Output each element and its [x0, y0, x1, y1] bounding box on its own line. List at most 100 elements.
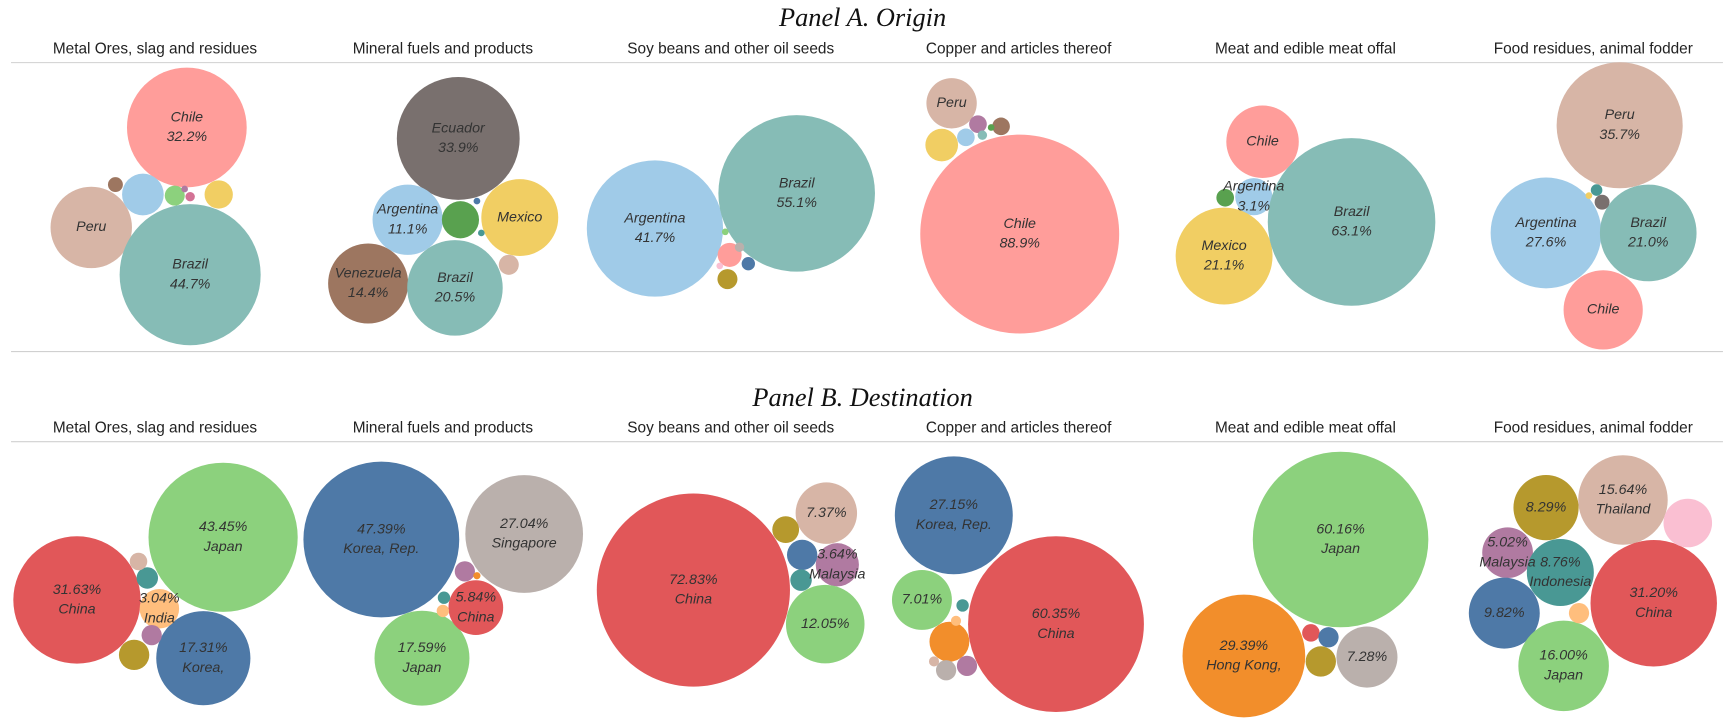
bubble: [717, 269, 738, 290]
bubble-name: Argentina: [623, 210, 685, 226]
bubble: [1175, 207, 1273, 305]
bubble: [920, 134, 1120, 334]
bubble: [891, 569, 952, 630]
bubble-name: Malaysia: [1479, 554, 1535, 570]
bubble: [926, 78, 977, 129]
bubble: [164, 185, 185, 206]
bubble: [1235, 178, 1273, 216]
bubble-value-label: 5.02%: [1487, 535, 1528, 551]
bubble-name: Korea, Rep.: [343, 541, 419, 557]
bubble: [107, 177, 123, 193]
bubble-value-label: 3.1%: [1238, 198, 1271, 214]
bubble: [1594, 194, 1610, 210]
bubble: [1563, 270, 1643, 350]
bubble: [786, 539, 818, 571]
bubble: [772, 516, 800, 544]
bubble: [129, 552, 148, 571]
bubble-name: China: [58, 602, 95, 618]
panel-title: Panel B. Destination: [751, 383, 972, 412]
bubble-name: Brazil: [779, 175, 816, 191]
bubble: [1252, 451, 1429, 628]
bubble-name: China: [1635, 605, 1672, 621]
bubble: [126, 67, 247, 188]
bubble: [498, 254, 519, 275]
bubble: [1226, 105, 1299, 178]
bubble-name: China: [457, 609, 494, 625]
bubble: [374, 610, 470, 706]
bubble: [473, 572, 481, 580]
bubble: [1578, 455, 1668, 545]
bubble-name: Japan: [1543, 668, 1583, 684]
bubble: [925, 128, 959, 162]
bubble: [1513, 475, 1579, 541]
bubble-name: Argentina: [376, 202, 438, 218]
bubble-name: Japan: [1320, 541, 1360, 557]
bubble-value-label: 43.45%: [199, 519, 248, 535]
bubble-value-label: 72.83%: [669, 572, 718, 588]
bubble-name: Japan: [402, 660, 442, 676]
bubble: [204, 180, 233, 209]
bubble: [968, 536, 1144, 713]
bubble: [1182, 594, 1306, 718]
bubble-value-label: 20.5%: [434, 290, 476, 306]
bubble-name: Chile: [1587, 302, 1620, 318]
bubble-value-label: 7.01%: [902, 592, 943, 608]
bubble-name: Singapore: [492, 536, 557, 552]
bubble-name: Peru: [1605, 107, 1635, 123]
bubble-value-label: 27.15%: [929, 497, 979, 513]
bubble: [465, 475, 584, 593]
panel-title: Panel A. Origin: [778, 3, 946, 32]
bubble: [785, 584, 865, 664]
bubble: [929, 621, 970, 662]
bubble-value-label: 47.39%: [357, 521, 406, 537]
bubble-value-label: 60.35%: [1032, 606, 1081, 622]
bubble: [741, 257, 755, 271]
bubble: [734, 242, 745, 252]
bubble: [1590, 184, 1603, 196]
bubble: [1216, 188, 1235, 207]
bubble: [396, 77, 520, 200]
bubble-name: Chile: [171, 109, 204, 125]
bubble: [987, 124, 995, 131]
chart-title: Meat and edible meat offal: [1215, 420, 1396, 437]
bubble: [50, 186, 132, 269]
bubble: [372, 184, 443, 255]
chart-title: Mineral fuels and products: [353, 420, 534, 437]
chart-title: Copper and articles thereof: [926, 41, 1112, 58]
bubble: [119, 204, 261, 346]
bubble-value-label: 21.0%: [1627, 235, 1669, 251]
bubble: [1590, 540, 1717, 667]
bubble: [1267, 138, 1436, 306]
bubble-value-label: 31.20%: [1630, 585, 1679, 601]
bubble: [303, 461, 460, 618]
bubble-name: Hong Kong,: [1206, 658, 1281, 674]
bubble: [1490, 177, 1602, 289]
bubble-value-label: 3.64%: [817, 547, 858, 563]
bubble-value-label: 11.1%: [388, 221, 428, 237]
bubble: [118, 639, 150, 671]
bubble: [473, 197, 481, 205]
bubble-value-label: 16.00%: [1539, 648, 1588, 664]
bubble-name: Venezuela: [335, 265, 402, 281]
bubble: [950, 615, 962, 626]
bubble: [156, 611, 251, 706]
bubble-value-label: 5.84%: [456, 590, 497, 606]
bubble-value-label: 3.04%: [139, 591, 180, 607]
bubble: [437, 591, 451, 604]
chart-title: Mineral fuels and products: [353, 41, 534, 58]
bubble: [716, 262, 724, 270]
bubble: [181, 185, 188, 193]
bubble: [815, 543, 859, 587]
bubble: [448, 580, 504, 635]
bubble: [586, 160, 724, 297]
bubble: [454, 561, 475, 582]
bubble-name: Argentina: [1515, 215, 1577, 231]
bubble: [992, 117, 1010, 136]
bubble: [1663, 498, 1713, 548]
bubble-name: Brazil: [1630, 215, 1667, 231]
bubble: [928, 656, 940, 667]
bubble-value-label: 27.6%: [1525, 235, 1567, 251]
bubble-value-label: 7.37%: [806, 505, 847, 521]
bubble: [1599, 184, 1697, 282]
chart-title: Meat and edible meat offal: [1215, 41, 1396, 58]
